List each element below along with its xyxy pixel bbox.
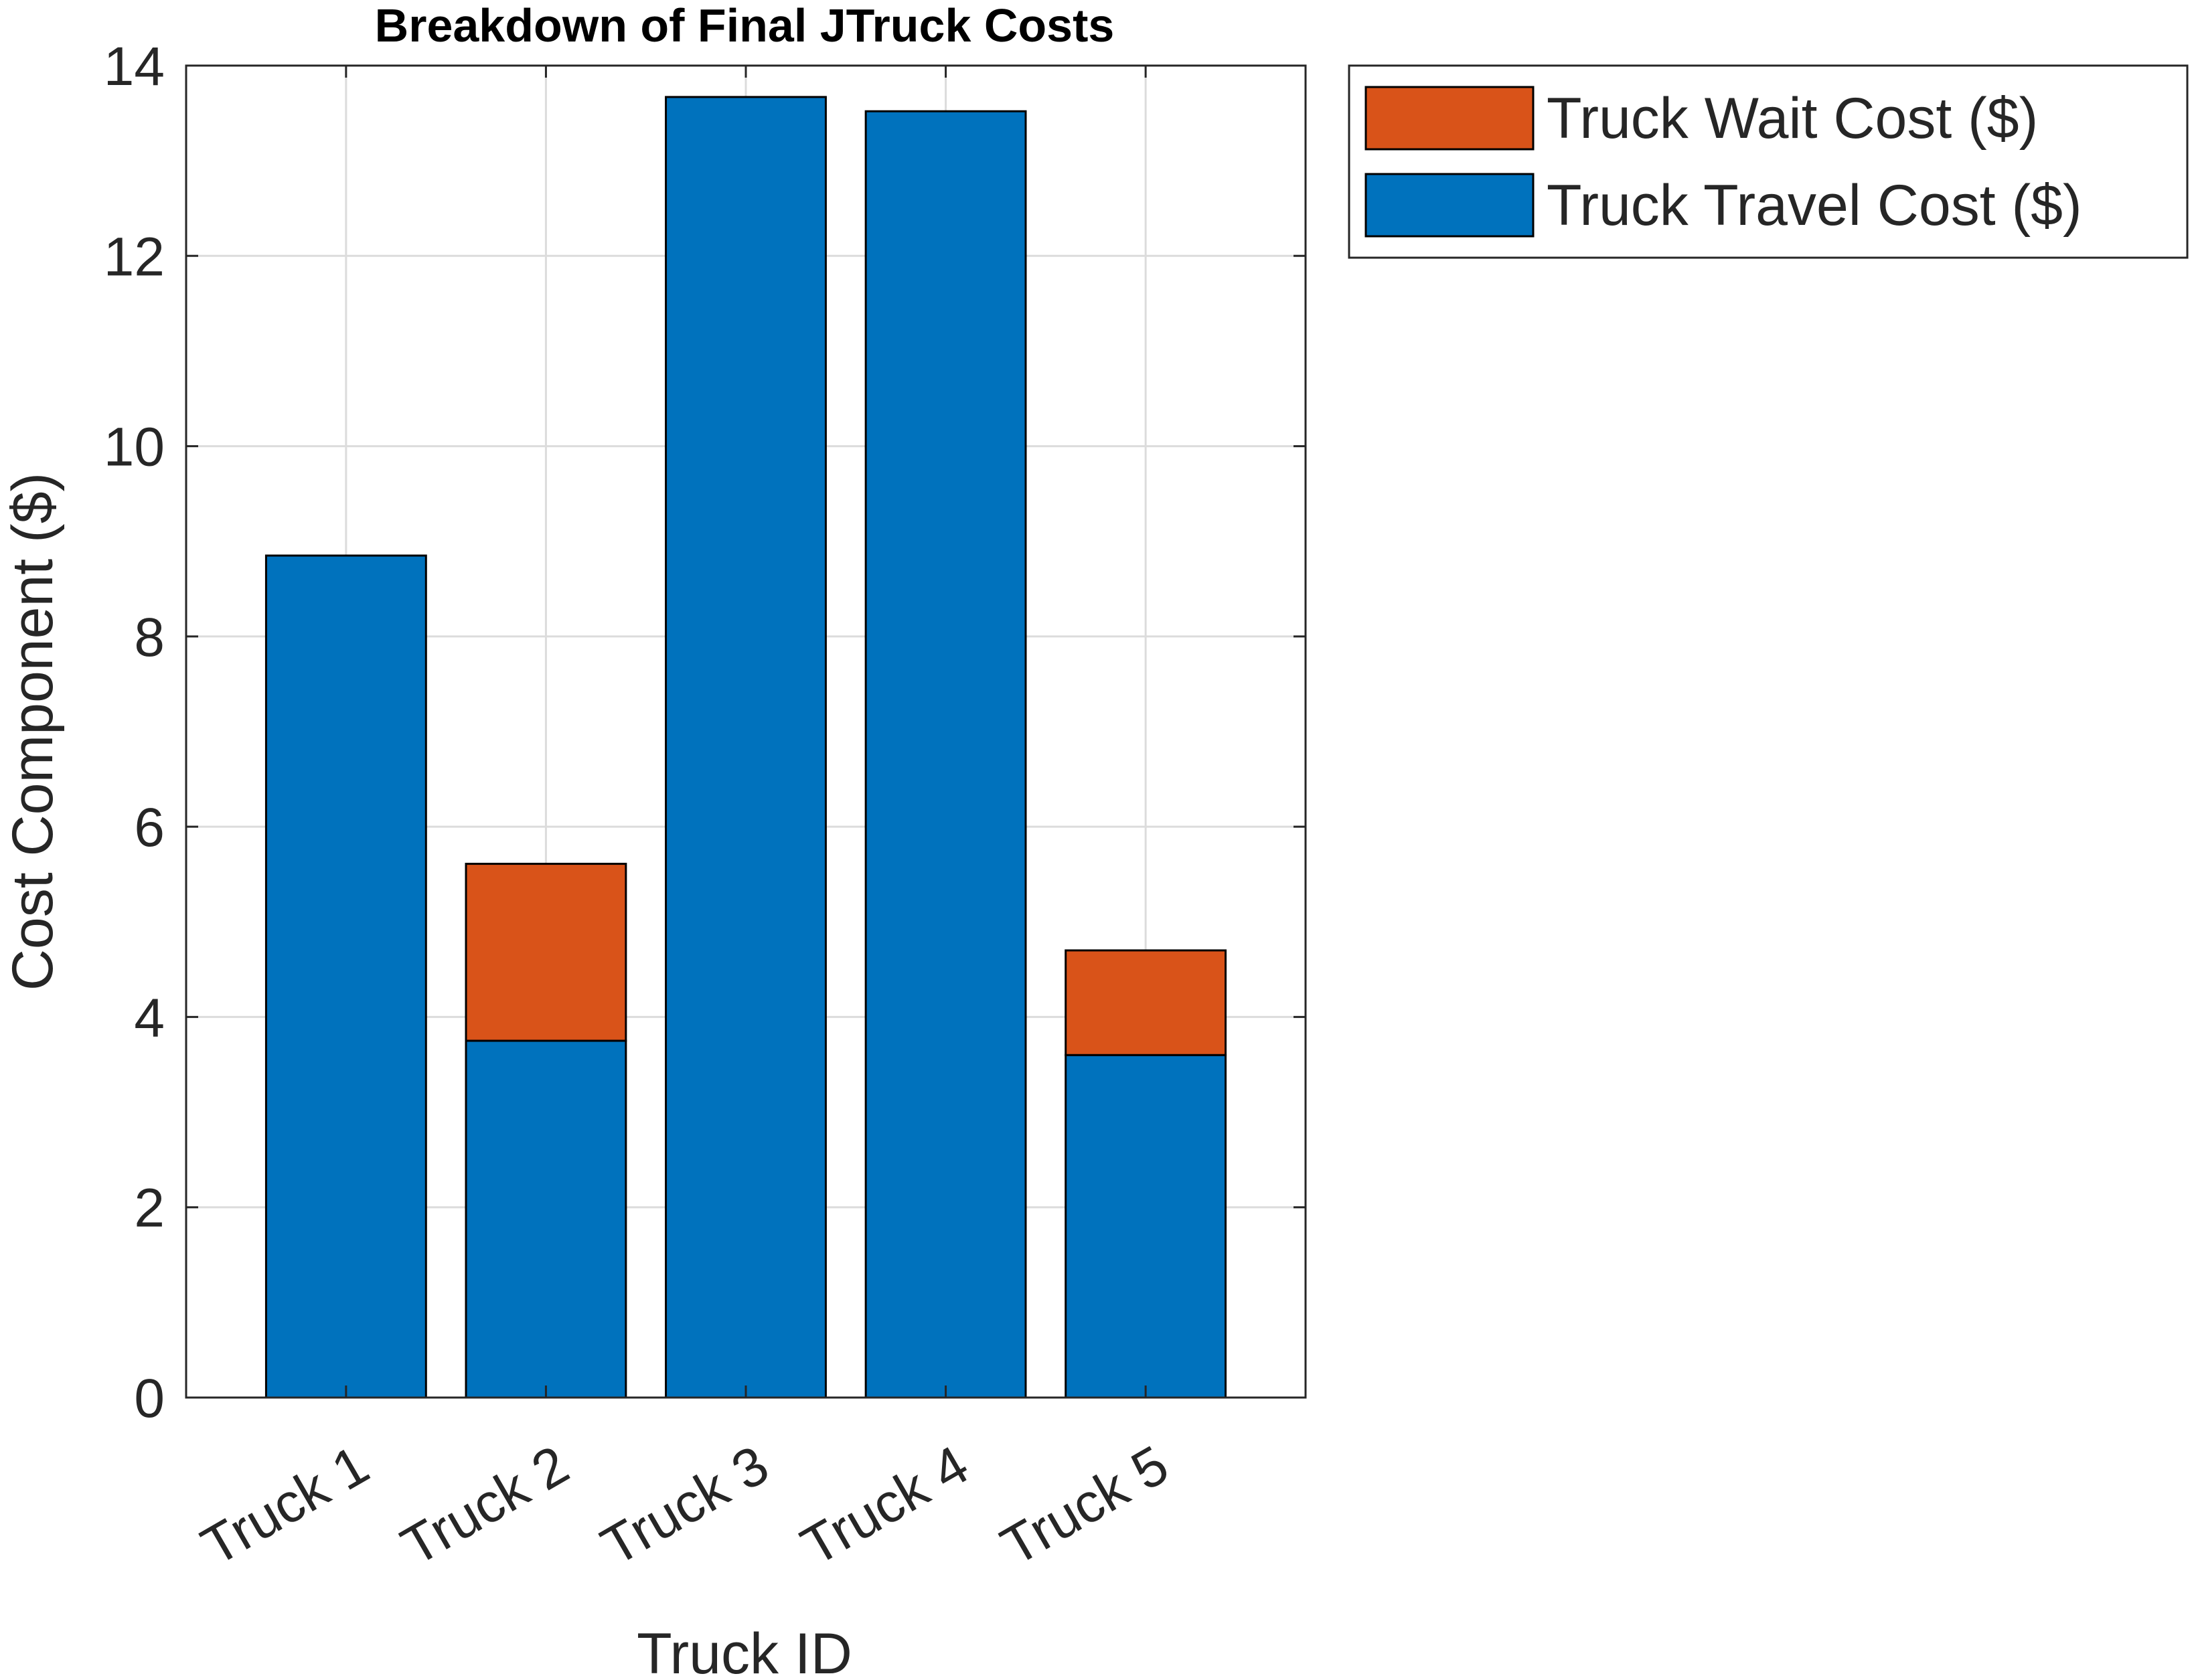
y-axis-label: Cost Component ($) [1,473,65,991]
bar-travel-truck-2 [465,1039,627,1399]
bar-travel-truck-4 [864,110,1027,1399]
y-tick-labels: 0 2 4 6 8 10 12 14 [104,36,165,1429]
bar-series [264,96,1227,1399]
bar-travel-truck-3 [665,96,827,1399]
legend-entry-label: Truck Wait Cost ($) [1547,86,2038,151]
y-tick-label: 2 [134,1178,165,1239]
legend: Truck Wait Cost ($) Truck Travel Cost ($) [1348,64,2189,259]
bar-travel-truck-5 [1065,1054,1227,1399]
bar-wait-truck-5 [1065,949,1227,1056]
y-tick-label: 4 [134,987,165,1048]
legend-swatch [1364,173,1535,238]
chart-title: Breakdown of Final JTruck Costs [375,0,1115,52]
legend-entry-label: Truck Travel Cost ($) [1547,173,2082,238]
y-tick-label: 8 [134,607,165,668]
y-tick-label: 10 [104,417,165,478]
bar-wait-truck-2 [465,863,627,1042]
bar-travel-truck-1 [264,554,427,1399]
y-tick-label: 14 [104,36,165,97]
axis-ticks [186,64,1306,1399]
y-tick-label: 12 [104,226,165,287]
y-tick-label: 6 [134,797,165,858]
x-axis-label: Truck ID [637,1622,852,1680]
y-tick-label: 0 [134,1368,165,1429]
legend-swatch [1364,86,1535,151]
